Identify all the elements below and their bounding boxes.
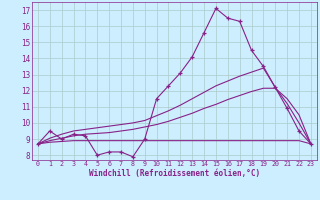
X-axis label: Windchill (Refroidissement éolien,°C): Windchill (Refroidissement éolien,°C) — [89, 169, 260, 178]
